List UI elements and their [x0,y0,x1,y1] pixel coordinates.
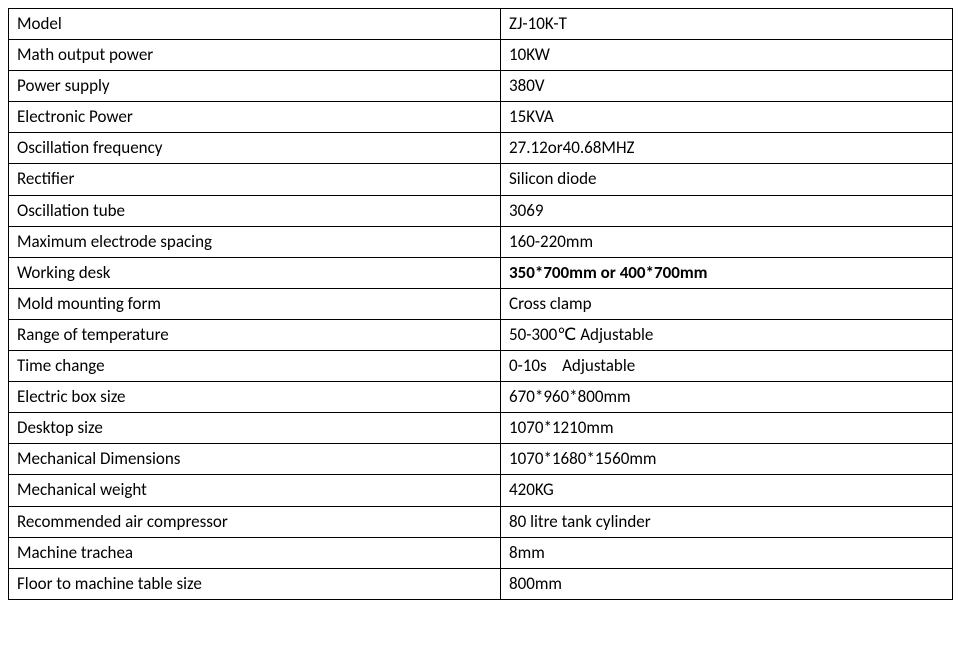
spec-table-body: ModelZJ-10K-T Math output power10KW Powe… [9,9,953,600]
table-row: Range of temperature50-300℃ Adjustable [9,319,953,350]
spec-label: Mold mounting form [9,288,501,319]
table-row: Floor to machine table size800mm [9,568,953,599]
table-row: Working desk350*700mm or 400*700mm [9,257,953,288]
spec-label: Mechanical weight [9,475,501,506]
spec-value: 3069 [501,195,953,226]
spec-label: Time change [9,351,501,382]
spec-label: Range of temperature [9,319,501,350]
table-row: Mold mounting formCross clamp [9,288,953,319]
spec-label: Mechanical Dimensions [9,444,501,475]
table-row: Power supply380V [9,71,953,102]
table-row: Electronic Power15KVA [9,102,953,133]
spec-value: Silicon diode [501,164,953,195]
table-row: Recommended air compressor80 litre tank … [9,506,953,537]
spec-label: Model [9,9,501,40]
spec-label: Power supply [9,71,501,102]
spec-value: 800mm [501,568,953,599]
table-row: Oscillation frequency27.12or40.68MHZ [9,133,953,164]
spec-value: 50-300℃ Adjustable [501,319,953,350]
spec-label: Recommended air compressor [9,506,501,537]
spec-value: 27.12or40.68MHZ [501,133,953,164]
table-row: ModelZJ-10K-T [9,9,953,40]
spec-table: ModelZJ-10K-T Math output power10KW Powe… [8,8,953,600]
spec-value: Cross clamp [501,288,953,319]
spec-label: Math output power [9,40,501,71]
table-row: Oscillation tube3069 [9,195,953,226]
table-row: Mechanical Dimensions1070*1680*1560mm [9,444,953,475]
spec-value: 10KW [501,40,953,71]
spec-value: 160-220mm [501,226,953,257]
spec-value: 80 litre tank cylinder [501,506,953,537]
spec-value: 1070*1680*1560mm [501,444,953,475]
spec-value: 380V [501,71,953,102]
table-row: RectifierSilicon diode [9,164,953,195]
spec-label: Oscillation tube [9,195,501,226]
spec-value: 8mm [501,537,953,568]
table-row: Math output power10KW [9,40,953,71]
spec-label: Oscillation frequency [9,133,501,164]
spec-value: 420KG [501,475,953,506]
table-row: Machine trachea8mm [9,537,953,568]
spec-value: 670*960*800mm [501,382,953,413]
spec-label: Floor to machine table size [9,568,501,599]
table-row: Desktop size1070*1210mm [9,413,953,444]
table-row: Electric box size670*960*800mm [9,382,953,413]
spec-label: Maximum electrode spacing [9,226,501,257]
spec-value: ZJ-10K-T [501,9,953,40]
table-row: Mechanical weight420KG [9,475,953,506]
spec-label: Rectifier [9,164,501,195]
spec-label: Electric box size [9,382,501,413]
table-row: Time change0-10s Adjustable [9,351,953,382]
spec-value: 15KVA [501,102,953,133]
spec-label: Machine trachea [9,537,501,568]
table-row: Maximum electrode spacing160-220mm [9,226,953,257]
spec-label: Working desk [9,257,501,288]
spec-value: 1070*1210mm [501,413,953,444]
spec-label: Desktop size [9,413,501,444]
spec-label: Electronic Power [9,102,501,133]
spec-value: 0-10s Adjustable [501,351,953,382]
spec-value: 350*700mm or 400*700mm [501,257,953,288]
